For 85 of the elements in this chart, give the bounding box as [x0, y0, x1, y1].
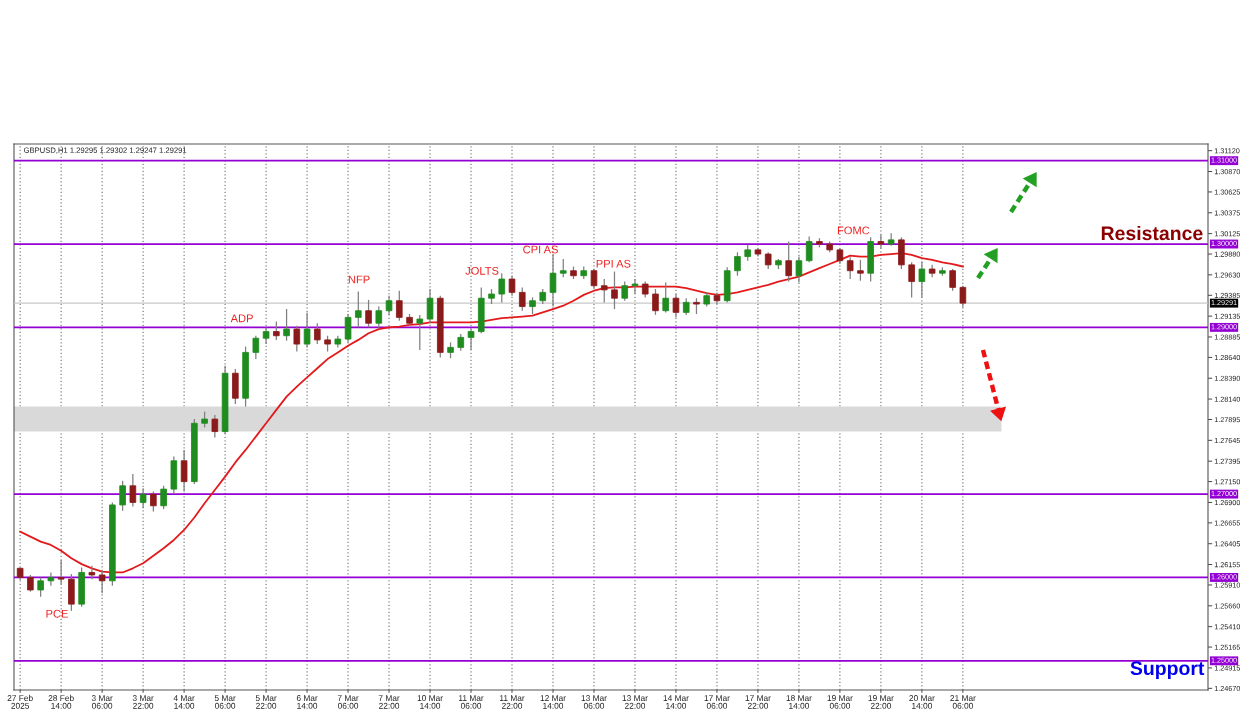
candlestick	[396, 290, 403, 322]
candlestick	[857, 259, 864, 282]
annotation: FOMC	[837, 226, 870, 235]
candlestick	[498, 272, 506, 304]
x-tick-label: 7 Mar 06:00	[337, 695, 359, 709]
annotation: Support	[1130, 661, 1205, 679]
x-tick-label: 3 Mar 22:00	[132, 695, 154, 709]
x-tick-label: 13 Mar 22:00	[622, 695, 648, 709]
candlestick	[600, 278, 608, 304]
candlestick	[672, 293, 680, 319]
candlestick	[47, 571, 55, 587]
x-tick-label: 12 Mar 14:00	[540, 695, 566, 709]
annotation: PPI AS	[596, 259, 631, 268]
annotation: Resistance	[1101, 225, 1203, 241]
candlestick	[180, 449, 188, 493]
candlestick	[662, 281, 670, 314]
x-tick-label: 17 Mar 22:00	[745, 695, 771, 709]
x-tick-label: 4 Mar 14:00	[173, 695, 195, 709]
candlestick	[652, 288, 659, 316]
annotation: NFP	[348, 275, 370, 284]
x-tick-label: 11 Mar 06:00	[459, 695, 484, 709]
candlestick	[908, 261, 915, 299]
x-tick-label: 21 Mar 06:00	[950, 695, 976, 709]
candlestick	[211, 414, 219, 439]
candlestick	[293, 325, 301, 353]
x-tick-label: 11 Mar 22:00	[499, 695, 525, 709]
candlestick	[160, 485, 167, 510]
candlestick	[795, 255, 803, 284]
x-tick-label: 7 Mar 22:00	[378, 695, 400, 709]
candlestick	[355, 290, 362, 329]
candlestick	[590, 268, 598, 290]
candlestick	[549, 253, 557, 308]
candlestick	[621, 280, 629, 302]
candlestick	[734, 251, 741, 277]
candlestick	[805, 235, 813, 263]
x-tick-label: 19 Mar 22:00	[868, 695, 894, 709]
x-tick-label: 5 Mar 06:00	[214, 695, 236, 709]
candlestick	[314, 322, 321, 345]
x-tick-label: 17 Mar 06:00	[704, 695, 730, 709]
x-tick-label: 27 Feb 2025	[7, 694, 33, 709]
candlestick	[631, 278, 639, 295]
candlestick	[611, 270, 618, 310]
candlestick	[365, 299, 372, 329]
candlestick	[877, 234, 885, 249]
annotation: ADP	[230, 314, 253, 323]
candlestick	[508, 275, 516, 297]
candlestick	[375, 305, 383, 329]
candlestick	[283, 308, 290, 342]
candlestick	[37, 576, 44, 598]
candlestick	[518, 286, 526, 312]
x-tick-label: 18 Mar 14:00	[786, 695, 812, 709]
candlestick	[846, 256, 854, 280]
x-tick-label: 28 Feb 14:00	[48, 694, 74, 709]
candlestick	[426, 288, 434, 324]
x-tick-label: 19 Mar 06:00	[827, 695, 853, 709]
candlestick	[344, 313, 352, 344]
candlestick	[416, 314, 424, 351]
x-tick-label: 13 Mar 06:00	[581, 695, 607, 709]
candlestick	[150, 490, 157, 513]
candlestick	[785, 240, 792, 283]
candlestick	[467, 328, 475, 351]
annotation: JOLTS	[465, 266, 499, 275]
annotation: CPI AS	[523, 245, 558, 254]
candlestick	[88, 565, 96, 580]
candlestick	[559, 258, 567, 278]
line-series	[19, 252, 964, 574]
candlestick	[98, 570, 106, 594]
candlestick	[273, 320, 280, 341]
candlestick	[129, 473, 137, 508]
annotation: PCE	[46, 609, 68, 618]
candlestick	[57, 559, 65, 585]
x-tick-label: 3 Mar 06:00	[91, 695, 113, 709]
candlestick	[303, 311, 311, 349]
candlestick	[918, 260, 926, 299]
candlestick	[139, 487, 147, 509]
x-tick-label: 5 Mar 22:00	[255, 695, 277, 709]
x-tick-label: 6 Mar 14:00	[296, 695, 318, 709]
candlestick	[385, 295, 393, 316]
x-tick-label: 14 Mar 14:00	[663, 695, 689, 709]
candlestick	[119, 480, 126, 512]
candlestick	[959, 285, 967, 309]
candlestick	[252, 335, 260, 360]
candlestick	[949, 268, 956, 292]
x-tick-label: 10 Mar 14:00	[417, 695, 443, 709]
x-tick-label: 20 Mar 14:00	[909, 695, 935, 709]
